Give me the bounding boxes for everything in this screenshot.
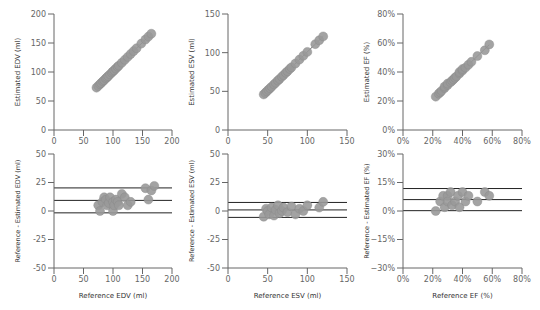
svg-text:Estimated ESV (ml): Estimated ESV (ml) <box>188 38 196 106</box>
svg-text:80%: 80% <box>513 275 531 284</box>
svg-text:30%: 30% <box>377 150 395 159</box>
svg-text:150: 150 <box>31 39 46 48</box>
svg-text:Reference - Estimated EDV (ml): Reference - Estimated EDV (ml) <box>14 160 22 263</box>
svg-text:150: 150 <box>135 275 150 284</box>
svg-text:0: 0 <box>51 137 56 146</box>
svg-text:0: 0 <box>225 137 230 146</box>
svg-text:50: 50 <box>210 87 220 96</box>
svg-text:Reference EDV (ml): Reference EDV (ml) <box>79 292 148 300</box>
svg-text:−30%: −30% <box>371 264 396 273</box>
svg-text:Estimated EDV (ml): Estimated EDV (ml) <box>14 37 22 106</box>
svg-text:0: 0 <box>225 275 230 284</box>
svg-text:Reference - Estimated EF (%): Reference - Estimated EF (%) <box>363 163 371 258</box>
svg-text:80%: 80% <box>377 10 395 19</box>
svg-text:0%: 0% <box>397 275 410 284</box>
svg-text:0: 0 <box>41 126 46 135</box>
svg-text:0: 0 <box>41 207 46 216</box>
svg-text:200: 200 <box>31 10 46 19</box>
svg-text:0: 0 <box>51 275 56 284</box>
svg-text:40%: 40% <box>454 275 472 284</box>
svg-text:20%: 20% <box>424 275 442 284</box>
svg-text:15%: 15% <box>377 178 395 187</box>
svg-text:50: 50 <box>78 275 88 284</box>
svg-text:80%: 80% <box>513 137 531 146</box>
svg-text:200: 200 <box>164 137 179 146</box>
svg-text:150: 150 <box>205 10 220 19</box>
svg-text:20%: 20% <box>377 97 395 106</box>
svg-text:40%: 40% <box>454 137 472 146</box>
svg-text:100: 100 <box>205 49 220 58</box>
svg-text:0: 0 <box>215 126 220 135</box>
svg-text:−15%: −15% <box>371 235 396 244</box>
svg-text:Reference - Estimated ESV (ml): Reference - Estimated ESV (ml) <box>188 160 196 262</box>
svg-text:0%: 0% <box>382 126 395 135</box>
svg-text:100: 100 <box>105 137 120 146</box>
svg-text:150: 150 <box>135 137 150 146</box>
svg-text:0: 0 <box>215 207 220 216</box>
svg-text:100: 100 <box>300 275 315 284</box>
svg-text:Reference ESV (ml): Reference ESV (ml) <box>254 292 322 300</box>
svg-text:60%: 60% <box>483 275 501 284</box>
svg-text:-50: -50 <box>33 264 46 273</box>
svg-text:40%: 40% <box>377 68 395 77</box>
svg-text:100: 100 <box>31 68 46 77</box>
svg-text:0%: 0% <box>382 207 395 216</box>
svg-text:50: 50 <box>78 137 88 146</box>
svg-text:50: 50 <box>210 150 220 159</box>
svg-text:200: 200 <box>164 275 179 284</box>
svg-text:100: 100 <box>105 275 120 284</box>
svg-text:50: 50 <box>263 275 273 284</box>
svg-text:50: 50 <box>36 97 46 106</box>
svg-text:50: 50 <box>263 137 273 146</box>
svg-text:60%: 60% <box>483 137 501 146</box>
svg-text:20%: 20% <box>424 137 442 146</box>
svg-text:25: 25 <box>36 178 46 187</box>
svg-text:100: 100 <box>300 137 315 146</box>
svg-text:60%: 60% <box>377 39 395 48</box>
svg-text:-25: -25 <box>33 235 46 244</box>
svg-text:Estimated EF (%): Estimated EF (%) <box>363 42 371 103</box>
svg-text:0%: 0% <box>397 137 410 146</box>
svg-text:Reference EF (%): Reference EF (%) <box>432 292 493 300</box>
svg-text:-25: -25 <box>207 235 220 244</box>
svg-text:150: 150 <box>339 275 354 284</box>
svg-text:150: 150 <box>339 137 354 146</box>
svg-text:50: 50 <box>36 150 46 159</box>
svg-text:-50: -50 <box>207 264 220 273</box>
svg-text:25: 25 <box>210 178 220 187</box>
